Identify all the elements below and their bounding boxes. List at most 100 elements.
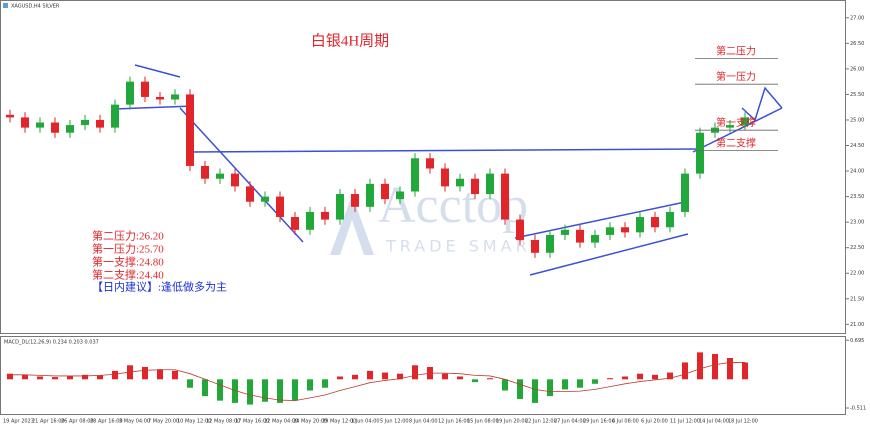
y-tick-label: 26.00 xyxy=(850,66,864,72)
note: 第一支撑:24.80 xyxy=(92,255,164,269)
macd-bar xyxy=(742,362,748,380)
level-label: 第二压力 xyxy=(716,45,756,58)
candle-body xyxy=(561,229,569,235)
candle-body xyxy=(351,194,359,207)
macd-bar xyxy=(277,379,283,403)
macd-bar xyxy=(52,377,58,380)
macd-bar xyxy=(592,379,598,384)
candle-body xyxy=(591,234,599,243)
y-tick-label: 22.50 xyxy=(850,245,864,251)
candle-body xyxy=(666,211,674,228)
level-label: 第一压力 xyxy=(716,70,756,83)
x-tick-label: 11 Jul 12:00 xyxy=(670,419,700,425)
macd-bar xyxy=(637,373,643,380)
candle-body xyxy=(141,81,149,97)
watermark-sub: TRADE SMART xyxy=(385,237,543,256)
candle-body xyxy=(21,117,29,128)
candle-body xyxy=(336,194,344,220)
y-tick-label: 25.00 xyxy=(850,117,864,123)
candle-body xyxy=(291,217,299,230)
y-tick-label: 23.00 xyxy=(850,220,864,226)
candle-body xyxy=(531,240,539,253)
macd-bar xyxy=(7,373,13,380)
candle-body xyxy=(651,217,659,228)
macd-bar xyxy=(322,379,328,388)
macd-bar xyxy=(307,379,313,391)
candle-body xyxy=(636,217,644,233)
y-tick-label: 24.00 xyxy=(850,169,864,175)
macd-bar xyxy=(262,379,268,402)
y-tick-label: 23.50 xyxy=(850,194,864,200)
x-tick-label: 26 Apr 08:00 xyxy=(61,419,94,425)
macd-bar xyxy=(577,379,583,388)
macd-bar xyxy=(727,357,733,380)
macd-bar xyxy=(157,369,163,380)
trend-line xyxy=(187,148,701,153)
candle-body xyxy=(111,104,119,128)
candle-body xyxy=(186,94,194,166)
macd-bar xyxy=(622,376,628,380)
candle-body xyxy=(546,234,554,253)
macd-bar xyxy=(22,374,28,380)
candle-body xyxy=(276,196,284,218)
candle-body xyxy=(51,122,59,133)
note: 第二支撑:24.40 xyxy=(92,268,164,282)
y-tick-label: 24.50 xyxy=(850,143,864,149)
candle-body xyxy=(216,173,224,179)
macd-bar xyxy=(232,379,238,403)
candle-body xyxy=(126,81,134,105)
candle-body xyxy=(6,114,14,118)
trend-line xyxy=(514,201,686,239)
macd-bar xyxy=(397,373,403,380)
macd-bar xyxy=(472,379,478,383)
candle-body xyxy=(726,125,734,128)
macd-panel xyxy=(0,336,846,415)
x-tick-label: 12 Jun 16:00 xyxy=(438,419,470,425)
symbol-label: XAGUSD,H4 SILVER xyxy=(11,4,60,10)
x-tick-label: 5 Jun 12:00 xyxy=(380,419,409,425)
candle-body xyxy=(411,158,419,192)
note: 第二压力:26.20 xyxy=(92,229,164,243)
x-tick-label: 17 May 16:00 xyxy=(235,419,269,425)
macd-bar xyxy=(217,379,223,401)
level-label: 第二支撑 xyxy=(716,137,756,150)
x-tick-label: 19 Apr 2023 xyxy=(3,419,34,425)
x-tick-label: 27 Jun 04:00 xyxy=(554,419,586,425)
x-tick-label: 24 May 20:00 xyxy=(293,419,327,425)
advice: 【日内建议】:逢低做多为主 xyxy=(92,280,227,294)
candle-body xyxy=(171,94,179,100)
candle-body xyxy=(621,227,629,233)
macd-bar xyxy=(172,370,178,380)
y-tick-label: 27.00 xyxy=(850,15,864,21)
macd-bar xyxy=(412,365,418,380)
candle-body xyxy=(201,165,209,179)
trend-line xyxy=(179,107,304,243)
trend-line xyxy=(529,233,689,276)
macd-bar xyxy=(292,379,298,401)
x-tick-label: 1 Jun 04:00 xyxy=(351,419,380,425)
macd-bar xyxy=(652,374,658,380)
x-tick-label: 6 Jul 20:00 xyxy=(641,419,668,425)
candle-body xyxy=(576,229,584,243)
candle-body xyxy=(441,168,449,187)
candle-body xyxy=(246,186,254,202)
x-tick-label: 12 May 08:00 xyxy=(206,419,240,425)
macd-bar xyxy=(697,352,703,380)
macd-bar xyxy=(142,366,148,380)
candle-body xyxy=(486,173,494,195)
macd-bar xyxy=(502,379,508,391)
trend-line xyxy=(741,86,783,122)
x-tick-label: 15 Jun 08:00 xyxy=(467,419,499,425)
macd-bar xyxy=(337,376,343,380)
candle-body xyxy=(426,158,434,169)
candle-body xyxy=(321,211,329,220)
watermark-logo xyxy=(330,195,374,255)
candle-body xyxy=(66,125,74,133)
trend-lines xyxy=(114,64,783,276)
candle-body xyxy=(681,173,689,212)
x-tick-label: 29 May 12:00 xyxy=(322,419,356,425)
y-tick-label: 25.50 xyxy=(850,92,864,98)
macd-bar xyxy=(97,375,103,380)
candle-body xyxy=(696,132,704,174)
